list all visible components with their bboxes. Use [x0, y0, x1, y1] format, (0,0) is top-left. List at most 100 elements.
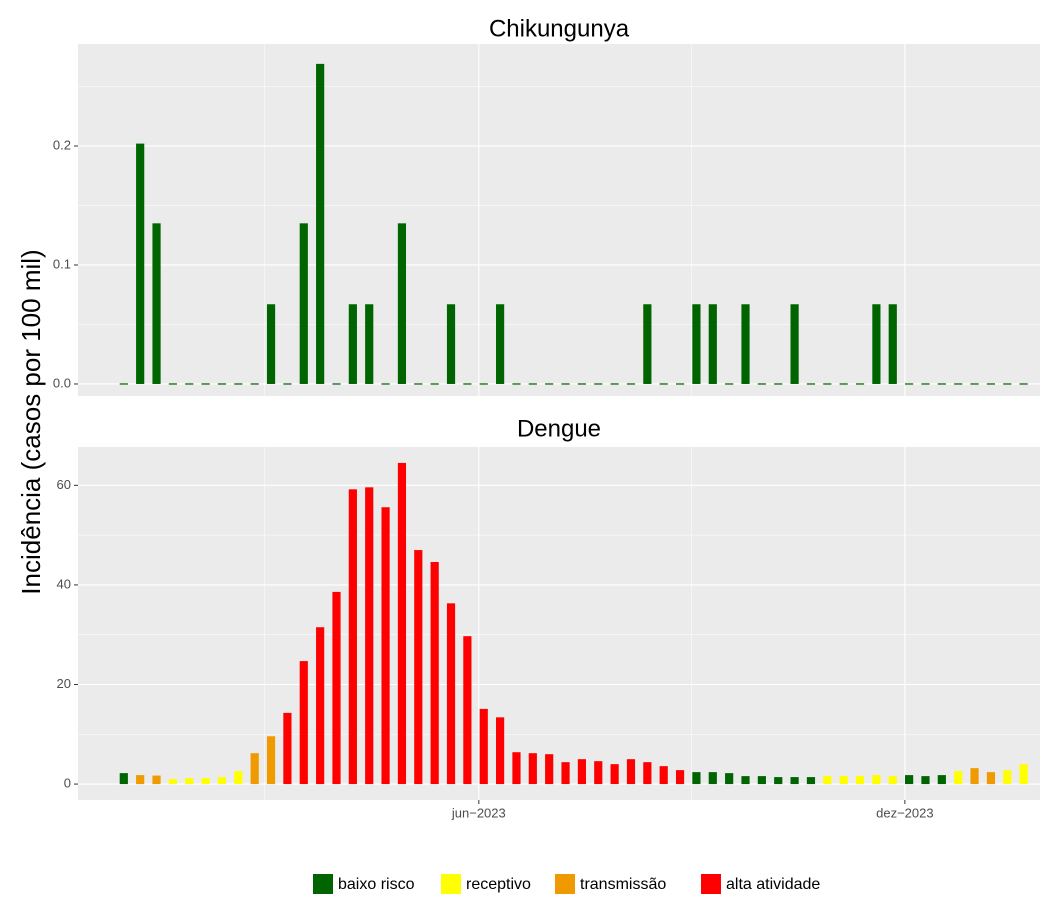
bar [725, 773, 734, 785]
bar [266, 736, 276, 785]
bar [250, 383, 259, 385]
bar [790, 777, 799, 785]
legend-swatch [313, 874, 333, 894]
bar [430, 562, 439, 785]
y-tick-label: 0.0 [53, 375, 71, 390]
legend-label: baixo risco [338, 876, 415, 893]
bar [888, 776, 897, 785]
bar [970, 768, 979, 785]
bar [446, 304, 456, 384]
bar [692, 772, 701, 785]
bar [381, 383, 390, 385]
bar [675, 770, 685, 785]
bar [741, 776, 750, 785]
bar [937, 383, 946, 385]
bar [986, 383, 996, 385]
bar [610, 383, 619, 385]
bar [872, 775, 881, 785]
bar [201, 778, 210, 785]
bar [136, 775, 145, 785]
bar [610, 764, 619, 785]
bar [152, 223, 161, 384]
bar [217, 777, 227, 785]
legend-swatch [441, 874, 461, 894]
bar [659, 766, 668, 785]
bar [168, 383, 177, 385]
bar [823, 776, 832, 785]
bar [348, 304, 357, 384]
bar [905, 775, 914, 785]
bar [872, 304, 881, 384]
bar [234, 771, 243, 785]
bar [774, 383, 783, 385]
bar [561, 383, 570, 385]
bar [512, 752, 521, 785]
bar [381, 507, 390, 785]
bar [806, 383, 816, 385]
bar [905, 383, 914, 385]
bar [250, 753, 259, 785]
bar [839, 383, 848, 385]
bar [414, 550, 423, 785]
bar [757, 383, 766, 385]
bar [741, 304, 750, 384]
panel-title: Chikungunya [489, 15, 630, 42]
bar [643, 762, 652, 785]
bar [577, 383, 586, 385]
bar [283, 383, 292, 385]
legend-swatch [555, 874, 575, 894]
bar [921, 776, 930, 785]
bar [234, 383, 243, 385]
bar [496, 717, 505, 785]
bar [316, 63, 325, 384]
y-tick-label: 0.2 [53, 137, 71, 152]
bar [954, 771, 963, 785]
x-tick-label: jun−2023 [451, 805, 506, 820]
bar [937, 775, 946, 785]
bar [888, 304, 897, 384]
bar [855, 776, 865, 785]
bar [348, 489, 357, 785]
bar [970, 383, 979, 385]
bar [414, 383, 423, 385]
bar [332, 383, 341, 385]
bar [119, 773, 128, 785]
y-tick-label: 0.1 [53, 256, 71, 271]
bar [545, 754, 554, 785]
bar [954, 383, 963, 385]
bar [397, 223, 407, 384]
bar [626, 759, 636, 785]
legend-swatch [701, 874, 721, 894]
bar [397, 462, 407, 785]
bar [561, 762, 570, 785]
bar [545, 383, 554, 385]
bar [823, 383, 832, 385]
bar [446, 603, 456, 785]
bar [119, 383, 128, 385]
bar [594, 383, 603, 385]
x-tick-label: dez−2023 [876, 805, 933, 820]
y-tick-label: 20 [57, 676, 71, 691]
bar [708, 772, 717, 785]
bar [1003, 383, 1012, 385]
bar [855, 383, 865, 385]
bar [136, 143, 145, 384]
bar [152, 775, 161, 785]
bar [479, 708, 488, 785]
bar [774, 777, 783, 785]
bar [659, 383, 668, 385]
bar [757, 776, 766, 785]
bar [217, 383, 227, 385]
bar [986, 772, 996, 785]
bar [528, 383, 537, 385]
bar [626, 383, 636, 385]
bar [577, 759, 586, 785]
y-tick-label: 60 [57, 477, 71, 492]
bar [185, 383, 194, 385]
bar [806, 777, 816, 785]
legend-label: alta atividade [726, 876, 820, 893]
bar [299, 223, 308, 384]
y-tick-label: 40 [57, 576, 71, 591]
bar [594, 761, 603, 785]
